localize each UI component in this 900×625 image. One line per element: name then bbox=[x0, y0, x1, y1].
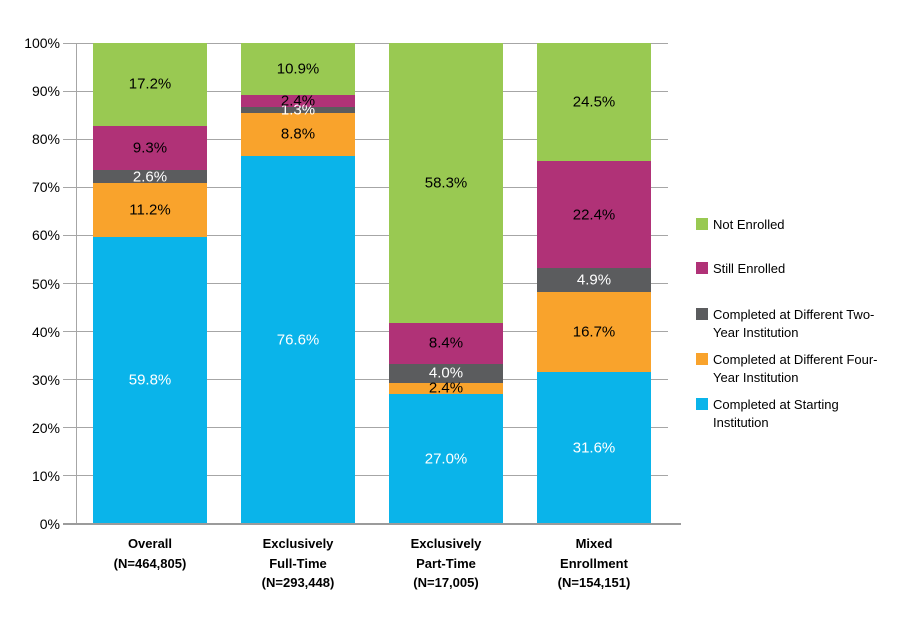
segment-value-label: 8.8% bbox=[280, 125, 316, 143]
legend-item-completed-at-different-four-year-institution: Completed at Different Four-Year Institu… bbox=[696, 351, 881, 386]
gridline-10 bbox=[63, 475, 668, 477]
legend-item-not-enrolled: Not Enrolled bbox=[696, 216, 881, 234]
segment-value-label: 2.4% bbox=[428, 379, 464, 397]
bar-overall: 59.8% 11.2% 2.6% 9.3% 17.2% bbox=[93, 43, 207, 524]
segment-value-label: 31.6% bbox=[572, 439, 616, 457]
y-axis-line bbox=[76, 43, 77, 524]
gridline-30 bbox=[63, 379, 668, 381]
bar-segment bbox=[537, 372, 651, 524]
bar-segment bbox=[537, 160, 651, 269]
bar-segment bbox=[93, 170, 207, 183]
y-axis-tick-label: 30% bbox=[31, 371, 60, 388]
bar-segment bbox=[241, 95, 355, 107]
bar-segment bbox=[389, 43, 503, 324]
y-axis-tick-label: 40% bbox=[31, 323, 60, 340]
segment-value-label: 10.9% bbox=[276, 60, 320, 78]
legend-swatch-icon bbox=[696, 398, 708, 410]
segment-value-label: 27.0% bbox=[424, 450, 468, 468]
legend-swatch-icon bbox=[696, 353, 708, 365]
y-axis-tick-label: 0% bbox=[39, 516, 60, 532]
bar-segment bbox=[389, 363, 503, 383]
segment-value-label: 76.6% bbox=[276, 331, 320, 349]
chart-legend: Not Enrolled Still Enrolled Completed at D… bbox=[696, 216, 888, 456]
gridline-60 bbox=[63, 234, 668, 236]
segment-value-label: 11.2% bbox=[129, 201, 171, 219]
bar-segment bbox=[93, 236, 207, 524]
segment-value-label: 2.4% bbox=[280, 92, 316, 110]
y-axis-tick-label: 10% bbox=[31, 467, 60, 484]
bar-segment bbox=[241, 155, 355, 524]
legend-label: Not Enrolled bbox=[713, 217, 785, 232]
bar-segment bbox=[389, 394, 503, 524]
legend-swatch-icon bbox=[696, 308, 708, 320]
legend-label: Still Enrolled bbox=[713, 261, 786, 276]
legend-label: Completed at Starting Institution bbox=[713, 397, 839, 430]
segment-value-label: 16.7% bbox=[572, 323, 616, 341]
segment-value-label: 24.5% bbox=[572, 93, 616, 111]
bar-segment bbox=[241, 43, 355, 96]
x-axis-line bbox=[63, 523, 681, 525]
gridline-100 bbox=[63, 42, 668, 44]
bar-segment bbox=[537, 43, 651, 161]
segment-value-label: 9.3% bbox=[132, 139, 168, 157]
bar-segment bbox=[93, 182, 207, 237]
bar-segment bbox=[241, 106, 355, 114]
y-axis-tick-label: 80% bbox=[31, 131, 60, 148]
segment-value-label: 1.3% bbox=[280, 101, 316, 119]
gridline-80 bbox=[63, 138, 668, 140]
gridline-20 bbox=[63, 427, 668, 429]
bar-segment bbox=[537, 268, 651, 292]
gridline-70 bbox=[63, 186, 668, 188]
segment-value-label: 59.8% bbox=[128, 371, 172, 389]
bar-segment bbox=[93, 125, 207, 171]
legend-item-completed-at-different-two-year-institution: Completed at Different Two-Year Institut… bbox=[696, 306, 881, 341]
segment-value-label: 8.4% bbox=[428, 334, 464, 352]
bar-segment bbox=[93, 43, 207, 126]
x-axis-category-label: Overall (N=464,805) bbox=[113, 536, 187, 571]
bar-segment bbox=[389, 382, 503, 395]
segment-value-label: 4.9% bbox=[576, 271, 612, 289]
legend-swatch-icon bbox=[696, 262, 708, 274]
y-axis-tick-label: 100% bbox=[24, 35, 60, 51]
gridline-50 bbox=[63, 283, 668, 284]
legend-label: Completed at Different Four-Year Institu… bbox=[713, 352, 878, 385]
legend-swatch-icon bbox=[696, 218, 708, 230]
y-axis-tick-label: 20% bbox=[31, 419, 60, 436]
gridline-90 bbox=[63, 90, 668, 92]
x-axis-category-label: Mixed Enrollment (N=154,151) bbox=[557, 536, 631, 590]
legend-label: Completed at Different Two-Year Institut… bbox=[713, 307, 875, 340]
bar-exclusively: 27.0% 2.4% 4.0% 8.4% 58.3% bbox=[389, 43, 503, 524]
bar-segment bbox=[537, 291, 651, 373]
bar-segment bbox=[389, 323, 503, 364]
x-axis-category-label: Exclusively Part-Time (N=17,005) bbox=[410, 536, 482, 590]
plot-area: 0% 10% 20% 30% 40% 50% 60% 70% 80% 90% 100% 59.8% 11… bbox=[24, 35, 681, 590]
bar-mixed: 31.6% 16.7% 4.9% 22.4% 24.5% bbox=[537, 43, 651, 524]
legend-item-completed-at-starting-institution: Completed at Starting Institution bbox=[696, 396, 881, 431]
segment-value-label: 58.3% bbox=[424, 174, 468, 192]
segment-value-label: 4.0% bbox=[428, 364, 464, 382]
x-axis-category-label: Exclusively Full-Time (N=293,448) bbox=[261, 536, 335, 590]
bar-segment bbox=[241, 113, 355, 156]
y-axis-tick-label: 50% bbox=[31, 275, 60, 292]
gridline-40 bbox=[63, 331, 668, 333]
segment-value-label: 17.2% bbox=[128, 75, 172, 93]
segment-value-label: 2.6% bbox=[132, 168, 168, 186]
y-axis-tick-label: 60% bbox=[31, 227, 60, 244]
segment-value-label: 22.4% bbox=[572, 206, 616, 224]
y-axis-tick-label: 90% bbox=[31, 83, 60, 100]
y-axis-tick-label: 70% bbox=[31, 179, 60, 196]
legend-item-still-enrolled: Still Enrolled bbox=[696, 260, 881, 278]
bar-exclusively: 76.6% 8.8% 1.3% 2.4% 10.9% bbox=[241, 43, 355, 524]
